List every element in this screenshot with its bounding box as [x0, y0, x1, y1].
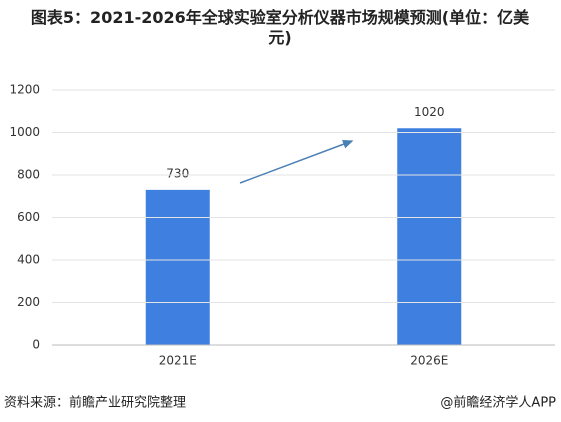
credit: @前瞻经济学人APP: [440, 395, 556, 411]
bar: [145, 189, 210, 345]
y-tick-label: 1200: [9, 83, 40, 97]
y-tick-label: 800: [17, 168, 40, 182]
trend-arrow: [239, 139, 354, 184]
y-tick-label: 600: [17, 210, 40, 224]
data-label: 730: [166, 166, 189, 180]
x-tick-label: 2021E: [159, 354, 197, 368]
chart-title: 图表5：2021-2026年全球实验室分析仪器市场规模预测(单位：亿美元): [30, 8, 530, 47]
y-tick-label: 200: [17, 295, 40, 309]
x-tick-label: 2026E: [410, 354, 448, 368]
data-label: 1020: [414, 105, 445, 119]
y-tick-label: 400: [17, 253, 40, 267]
y-tick-label: 1000: [9, 125, 40, 139]
bar: [397, 128, 462, 345]
y-tick-label: 0: [32, 338, 40, 352]
source-note: 资料来源：前瞻产业研究院整理: [4, 395, 186, 411]
